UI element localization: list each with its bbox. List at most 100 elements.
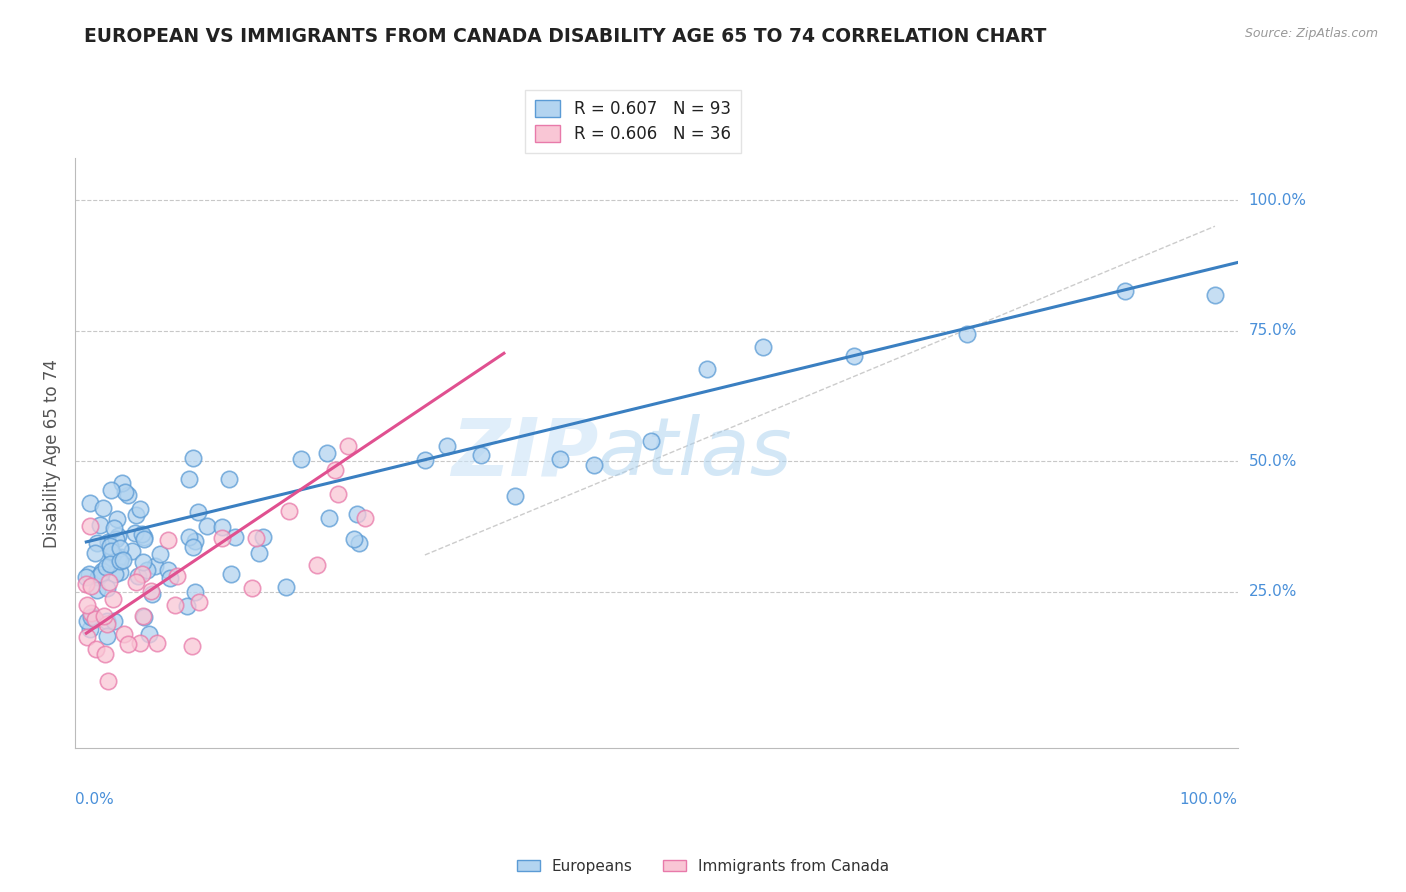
Point	[75, 570, 97, 584]
Point	[195, 519, 218, 533]
Point	[1114, 284, 1136, 298]
Point	[112, 626, 135, 640]
Point	[97, 574, 120, 589]
Legend: Europeans, Immigrants from Canada: Europeans, Immigrants from Canada	[510, 853, 896, 880]
Point	[211, 520, 233, 534]
Text: 100.0%: 100.0%	[1180, 792, 1237, 807]
Point	[117, 488, 139, 502]
Point	[75, 577, 97, 591]
Point	[141, 583, 163, 598]
Point	[224, 531, 246, 545]
Point	[211, 531, 233, 545]
Point	[86, 582, 108, 597]
Point	[166, 569, 188, 583]
Point	[89, 517, 111, 532]
Point	[111, 475, 134, 490]
Point	[307, 558, 329, 572]
Point	[138, 627, 160, 641]
Point	[87, 570, 110, 584]
Point	[413, 453, 436, 467]
Point	[470, 448, 492, 462]
Point	[143, 559, 166, 574]
Point	[252, 530, 274, 544]
Point	[349, 536, 371, 550]
Point	[104, 532, 127, 546]
Point	[165, 599, 187, 613]
Point	[752, 340, 775, 354]
Point	[80, 606, 103, 620]
Point	[156, 533, 179, 548]
Point	[110, 549, 132, 564]
Point	[353, 511, 375, 525]
Point	[276, 580, 298, 594]
Point	[842, 350, 865, 364]
Point	[111, 553, 134, 567]
Point	[188, 595, 211, 609]
Point	[159, 571, 181, 585]
Point	[176, 599, 198, 614]
Point	[583, 458, 606, 472]
Point	[177, 530, 200, 544]
Text: 50.0%: 50.0%	[1249, 453, 1296, 468]
Point	[103, 547, 125, 561]
Point	[79, 496, 101, 510]
Point	[97, 674, 120, 689]
Y-axis label: Disability Age 65 to 74: Disability Age 65 to 74	[44, 359, 60, 548]
Point	[84, 642, 107, 657]
Point	[124, 526, 146, 541]
Point	[245, 531, 267, 545]
Point	[132, 555, 155, 569]
Point	[98, 539, 121, 553]
Point	[86, 535, 108, 549]
Point	[696, 361, 718, 376]
Point	[108, 565, 131, 579]
Point	[181, 639, 204, 653]
Point	[316, 446, 339, 460]
Point	[1204, 287, 1226, 301]
Point	[436, 439, 458, 453]
Point	[125, 508, 148, 522]
Point	[93, 609, 115, 624]
Point	[323, 463, 346, 477]
Point	[218, 471, 240, 485]
Point	[131, 566, 153, 581]
Point	[181, 450, 204, 465]
Point	[103, 614, 125, 628]
Point	[91, 500, 114, 515]
Point	[90, 566, 112, 581]
Point	[132, 609, 155, 624]
Point	[108, 541, 131, 556]
Point	[76, 599, 98, 613]
Point	[84, 612, 107, 626]
Point	[117, 637, 139, 651]
Point	[104, 566, 127, 581]
Point	[103, 521, 125, 535]
Point	[76, 614, 98, 628]
Point	[79, 622, 101, 636]
Point	[503, 489, 526, 503]
Point	[100, 558, 122, 572]
Point	[183, 534, 205, 549]
Point	[131, 526, 153, 541]
Point	[96, 617, 118, 632]
Text: atlas: atlas	[598, 414, 793, 492]
Point	[290, 451, 312, 466]
Point	[956, 326, 979, 341]
Point	[336, 439, 359, 453]
Point	[107, 529, 129, 543]
Point	[240, 581, 263, 595]
Point	[114, 484, 136, 499]
Point	[149, 547, 172, 561]
Point	[80, 579, 103, 593]
Point	[105, 512, 128, 526]
Point	[278, 504, 301, 518]
Point	[90, 564, 112, 578]
Point	[127, 569, 149, 583]
Point	[346, 507, 368, 521]
Text: 25.0%: 25.0%	[1249, 584, 1296, 599]
Point	[181, 540, 204, 554]
Point	[79, 518, 101, 533]
Point	[247, 546, 270, 560]
Text: Source: ZipAtlas.com: Source: ZipAtlas.com	[1244, 27, 1378, 40]
Point	[640, 434, 662, 448]
